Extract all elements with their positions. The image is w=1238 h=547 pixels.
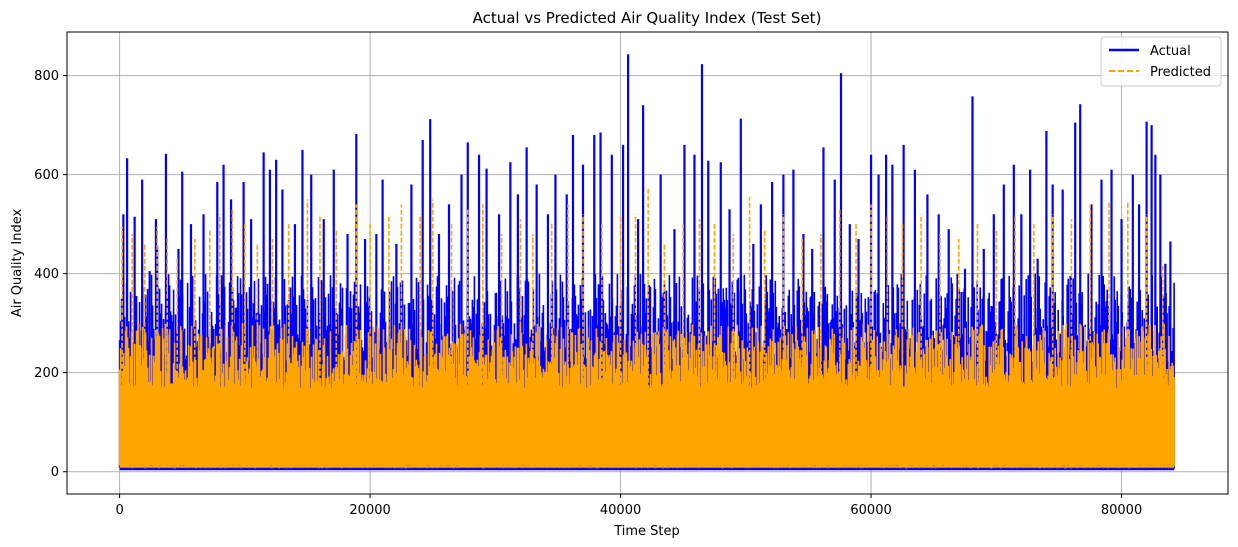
- series-layer: [118, 54, 1175, 471]
- legend-predicted-label: Predicted: [1150, 65, 1211, 80]
- y-tick-label: 0: [51, 465, 59, 480]
- x-tick-label: 60000: [850, 503, 891, 518]
- legend: Actual Predicted: [1100, 36, 1222, 87]
- x-tick-label: 80000: [1101, 503, 1142, 518]
- x-tick-label: 20000: [349, 503, 390, 518]
- x-tick-label: 40000: [600, 503, 641, 518]
- x-axis-label: Time Step: [613, 524, 680, 539]
- legend-actual-label: Actual: [1150, 44, 1191, 59]
- x-tick-label: 0: [115, 503, 123, 518]
- chart-title: Actual vs Predicted Air Quality Index (T…: [473, 9, 822, 27]
- y-tick-label: 600: [34, 168, 59, 183]
- ticks: 0 20000 40000 60000 80000 0 200 400 600 800: [34, 69, 1142, 518]
- series-predicted: [118, 188, 1175, 468]
- y-tick-label: 400: [34, 267, 59, 282]
- y-tick-label: 200: [34, 366, 59, 381]
- y-axis-label: Air Quality Index: [10, 209, 25, 318]
- plot-frame: [66, 31, 1229, 495]
- y-tick-label: 800: [34, 69, 59, 84]
